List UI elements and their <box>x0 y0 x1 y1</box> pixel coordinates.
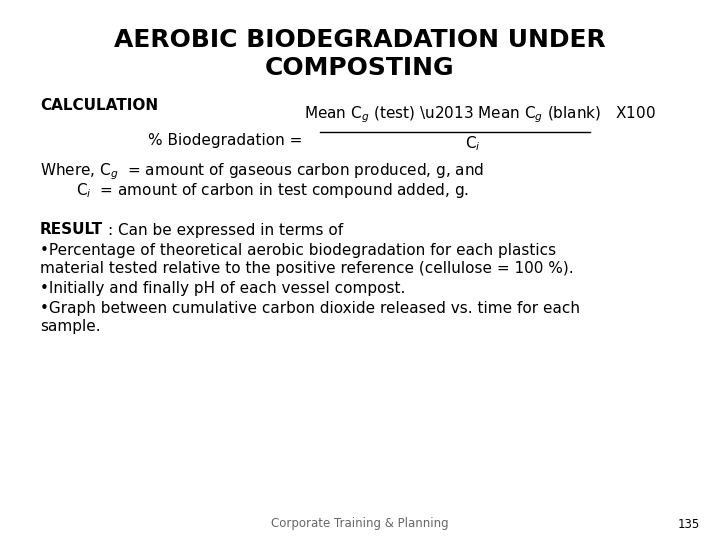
Text: C$_i$: C$_i$ <box>465 134 481 153</box>
Text: •Percentage of theoretical aerobic biodegradation for each plastics: •Percentage of theoretical aerobic biode… <box>40 244 556 259</box>
Text: % Biodegradation =: % Biodegradation = <box>148 132 302 147</box>
Text: Corporate Training & Planning: Corporate Training & Planning <box>271 517 449 530</box>
Text: CALCULATION: CALCULATION <box>40 98 158 112</box>
Text: Mean C$_g$ (test) \u2013 Mean C$_g$ (blank)   X100: Mean C$_g$ (test) \u2013 Mean C$_g$ (bla… <box>304 104 656 125</box>
Text: sample.: sample. <box>40 319 101 334</box>
Text: •Initially and finally pH of each vessel compost.: •Initially and finally pH of each vessel… <box>40 280 405 295</box>
Text: COMPOSTING: COMPOSTING <box>265 56 455 80</box>
Text: Where, C$_g$  = amount of gaseous carbon produced, g, and: Where, C$_g$ = amount of gaseous carbon … <box>40 161 485 183</box>
Text: C$_i$  = amount of carbon in test compound added, g.: C$_i$ = amount of carbon in test compoun… <box>76 180 469 199</box>
Text: •Graph between cumulative carbon dioxide released vs. time for each: •Graph between cumulative carbon dioxide… <box>40 300 580 315</box>
Text: 135: 135 <box>678 517 700 530</box>
Text: material tested relative to the positive reference (cellulose = 100 %).: material tested relative to the positive… <box>40 261 574 276</box>
Text: AEROBIC BIODEGRADATION UNDER: AEROBIC BIODEGRADATION UNDER <box>114 28 606 52</box>
Text: RESULT: RESULT <box>40 222 103 238</box>
Text: : Can be expressed in terms of: : Can be expressed in terms of <box>108 222 343 238</box>
